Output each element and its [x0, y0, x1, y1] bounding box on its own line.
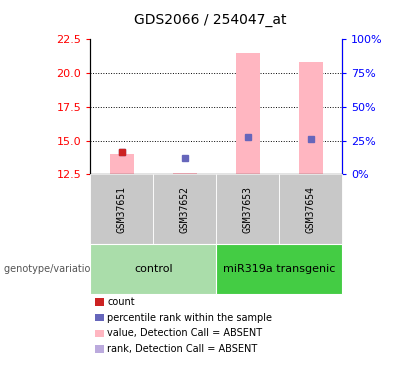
Text: GSM37653: GSM37653 [243, 186, 253, 232]
Bar [299, 62, 323, 174]
Text: count: count [107, 297, 135, 307]
Text: GDS2066 / 254047_at: GDS2066 / 254047_at [134, 13, 286, 27]
Bar [173, 173, 197, 174]
Text: control: control [134, 264, 173, 274]
Bar [236, 53, 260, 174]
Text: GSM37652: GSM37652 [180, 186, 190, 232]
Text: genotype/variation ▶: genotype/variation ▶ [4, 264, 108, 274]
Text: percentile rank within the sample: percentile rank within the sample [107, 313, 272, 322]
Text: GSM37654: GSM37654 [306, 186, 316, 232]
Bar [110, 154, 134, 174]
Text: rank, Detection Call = ABSENT: rank, Detection Call = ABSENT [107, 344, 257, 354]
Text: miR319a transgenic: miR319a transgenic [223, 264, 336, 274]
Text: value, Detection Call = ABSENT: value, Detection Call = ABSENT [107, 328, 262, 338]
Text: GSM37651: GSM37651 [117, 186, 127, 232]
